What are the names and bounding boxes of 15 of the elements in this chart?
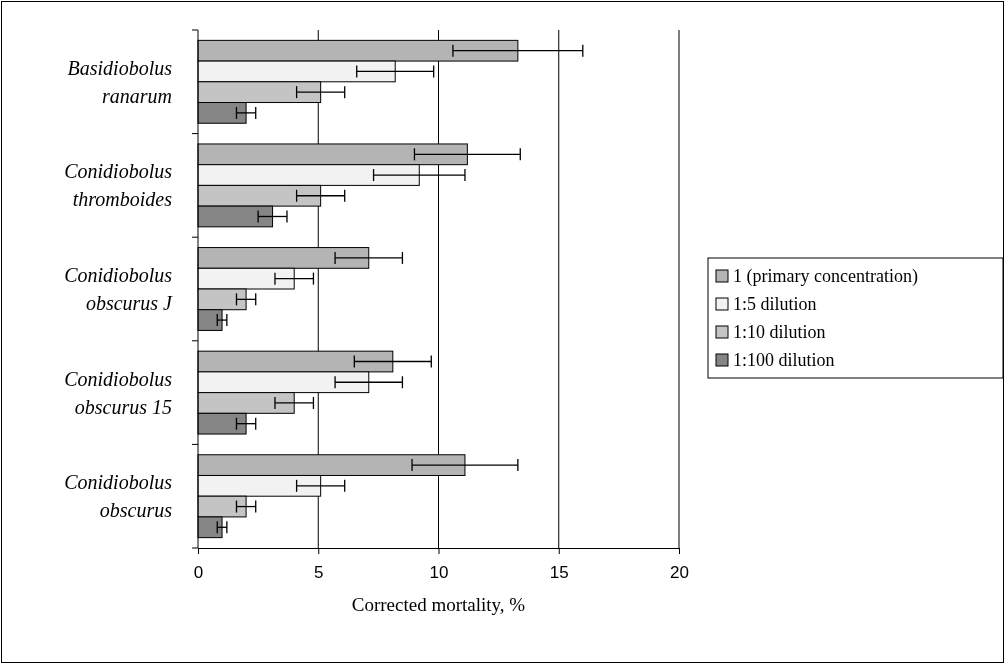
y-tick-label: Basidiobolus ranarum xyxy=(67,56,173,107)
x-tick-label: 15 xyxy=(549,563,569,583)
y-tick-label: Conidiobolus thromboides xyxy=(64,160,173,211)
x-axis-title: Corrected mortality, % xyxy=(351,594,526,615)
legend-label: 1:100 dilution xyxy=(733,350,835,370)
y-tick-label: Conidiobolus obscurus 15 xyxy=(64,367,173,418)
legend-label: 1:10 dilution xyxy=(733,322,826,342)
x-tick-label: 0 xyxy=(193,563,204,583)
legend-label: 1 (primary concentration) xyxy=(733,266,918,287)
y-tick-label: Conidiobolus obscurus J xyxy=(64,264,174,314)
y-tick-label: Conidiobolus obscurus xyxy=(64,471,173,522)
x-tick-label: 10 xyxy=(429,563,449,583)
x-tick-label: 20 xyxy=(670,563,689,583)
x-tick-label: 5 xyxy=(314,563,324,583)
legend-label: 1:5 dilution xyxy=(733,294,817,314)
